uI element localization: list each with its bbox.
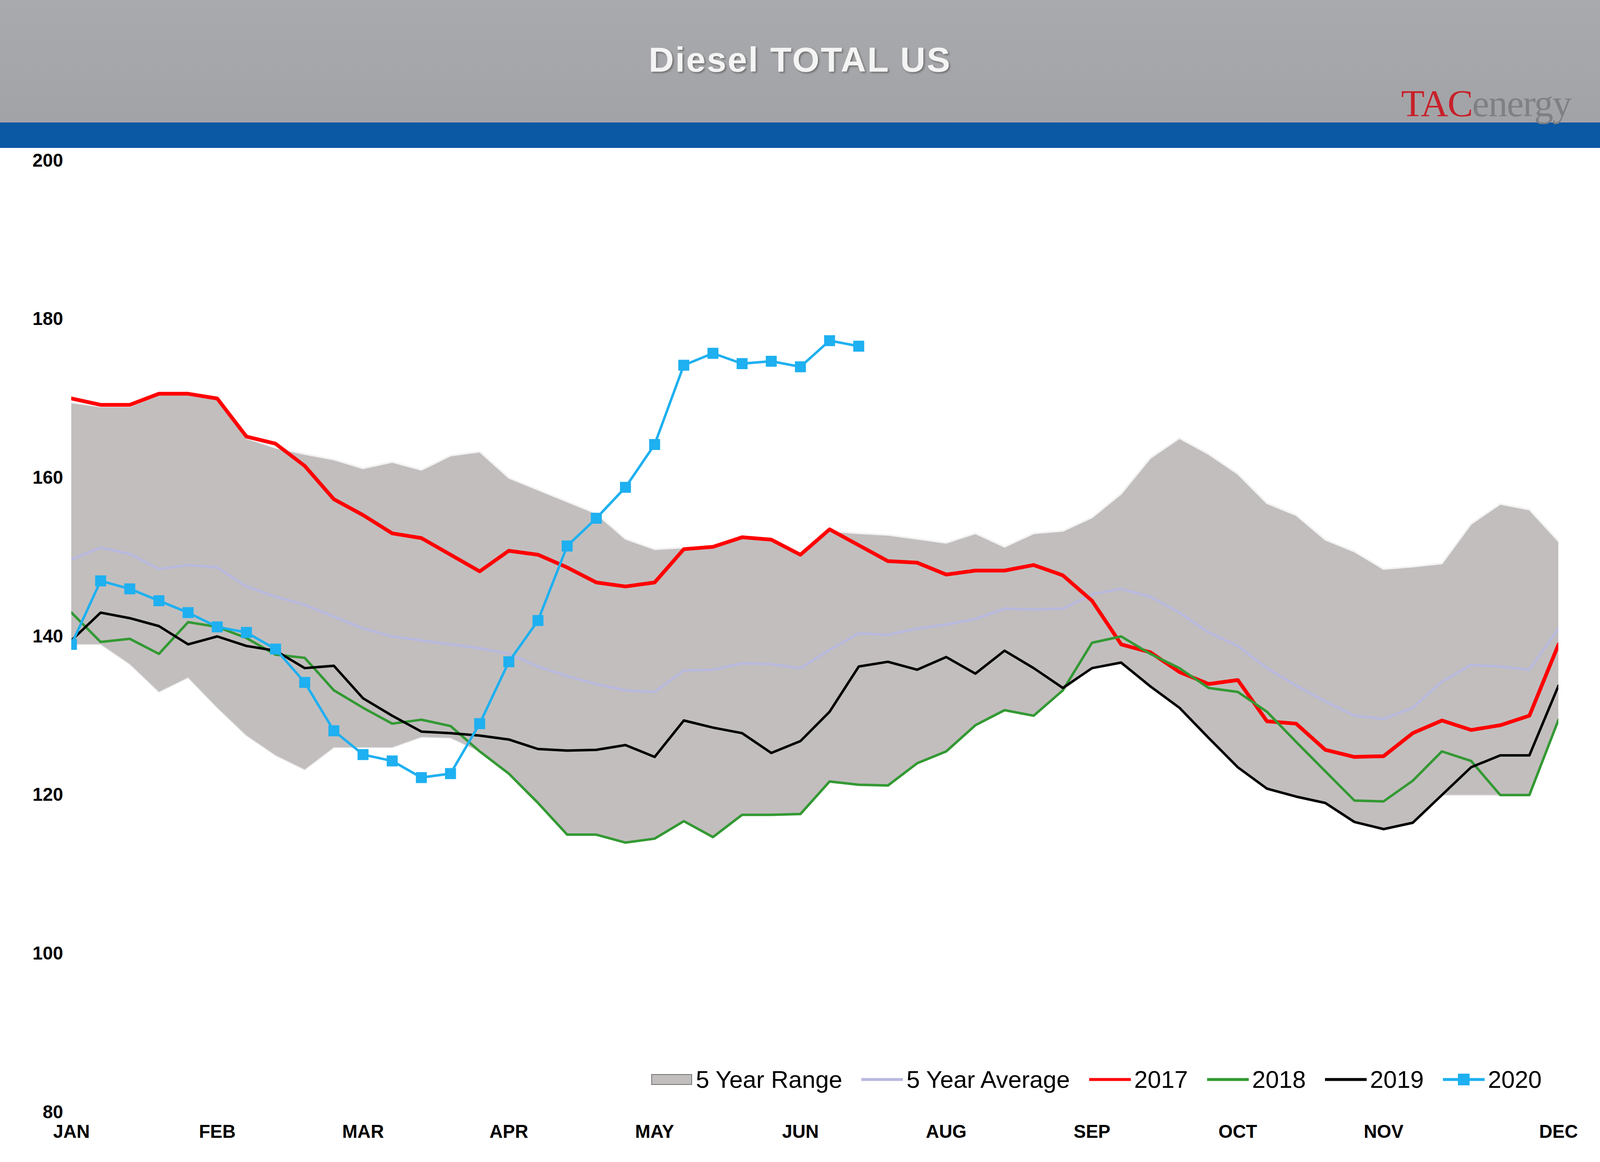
svg-text:NOV: NOV <box>1363 1121 1404 1142</box>
svg-text:SEP: SEP <box>1073 1121 1111 1142</box>
svg-text:80: 80 <box>42 1101 64 1123</box>
svg-text:MAY: MAY <box>635 1121 675 1142</box>
svg-text:200: 200 <box>32 150 63 171</box>
html-text:2019: 2019 <box>1369 1065 1424 1093</box>
svg-text:JUN: JUN <box>782 1121 819 1142</box>
svg-text:JAN: JAN <box>52 1121 90 1142</box>
svg-text:180: 180 <box>32 308 63 329</box>
svg-text:APR: APR <box>489 1121 529 1142</box>
svg-text:160: 160 <box>32 467 63 488</box>
svg-text:140: 140 <box>32 625 63 647</box>
svg-text:100: 100 <box>32 942 63 964</box>
svg-text:AUG: AUG <box>925 1121 967 1142</box>
html-text:5 Year Range: 5 Year Range <box>695 1065 843 1093</box>
html-text:Diesel TOTAL US: Diesel TOTAL US <box>648 40 952 80</box>
svg-text:MAR: MAR <box>342 1121 384 1142</box>
html-text:2020: 2020 <box>1487 1065 1542 1093</box>
html-text:2017: 2017 <box>1134 1065 1188 1093</box>
svg-text:OCT: OCT <box>1218 1121 1258 1142</box>
html-text:5 Year Average: 5 Year Average <box>906 1065 1070 1093</box>
html-text:2018: 2018 <box>1252 1065 1306 1093</box>
svg-text:120: 120 <box>32 784 63 805</box>
svg-text:DEC: DEC <box>1539 1121 1578 1142</box>
html-text:TAC energy: TAC energy <box>1401 82 1571 125</box>
svg-text:FEB: FEB <box>198 1121 236 1142</box>
